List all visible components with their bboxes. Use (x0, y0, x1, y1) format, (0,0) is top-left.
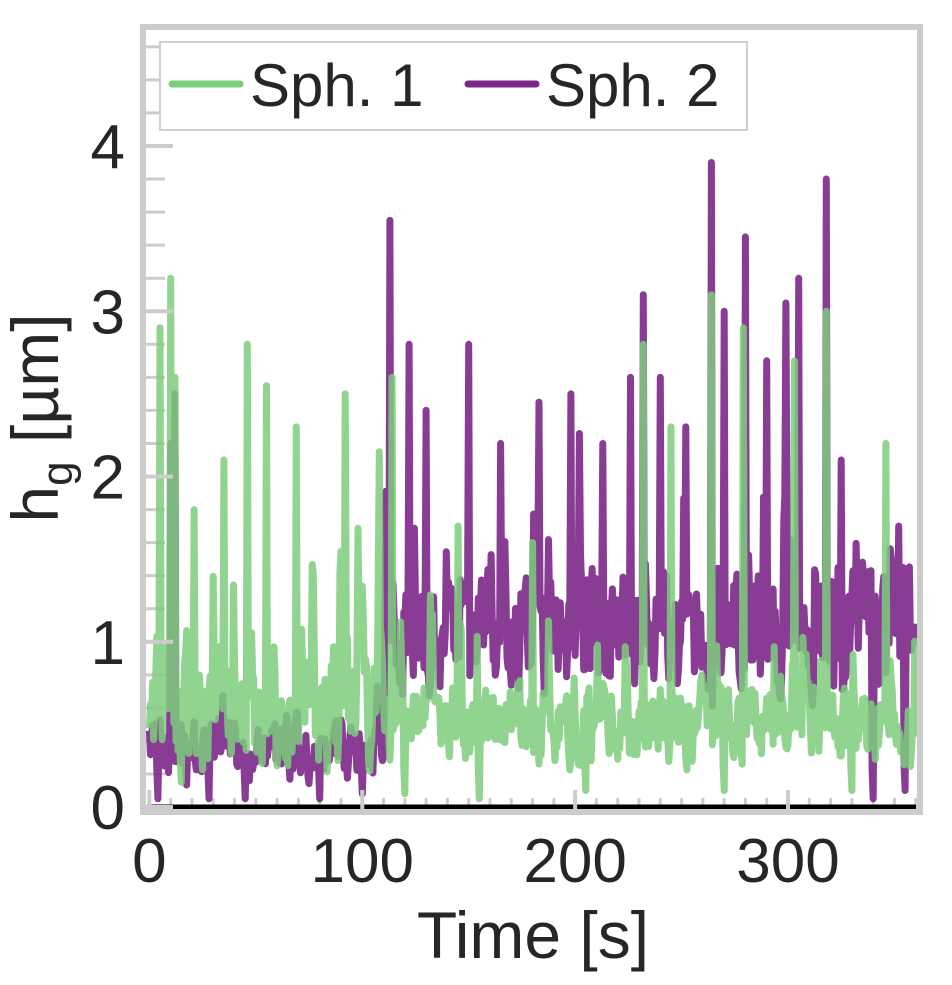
y-axis-label-main: h (0, 486, 72, 523)
legend-label-sph2: Sph. 2 (546, 52, 719, 119)
axes-frame (140, 24, 923, 815)
series-line-sph1 (145, 274, 920, 803)
y-tick-label: 4 (91, 113, 125, 182)
y-axis-label-unit: [µm] (0, 313, 72, 461)
x-axis-label: Time [s] (417, 898, 649, 972)
y-tick-label: 0 (91, 774, 125, 843)
legend-label-sph1: Sph. 1 (250, 52, 423, 119)
y-axis-label: hg [µm] (0, 313, 82, 522)
x-tick-label: 100 (311, 827, 414, 896)
y-axis-label-subscript: g (33, 461, 82, 485)
x-tick-label: 300 (736, 827, 839, 896)
y-tick-label: 3 (91, 278, 125, 347)
legend: Sph. 1 Sph. 2 (159, 41, 748, 131)
y-tick-label: 2 (91, 444, 125, 513)
x-tick-label: 0 (132, 827, 166, 896)
x-tick-label: 200 (523, 827, 626, 896)
legend-box (159, 41, 748, 131)
y-tick-label: 1 (91, 609, 125, 678)
